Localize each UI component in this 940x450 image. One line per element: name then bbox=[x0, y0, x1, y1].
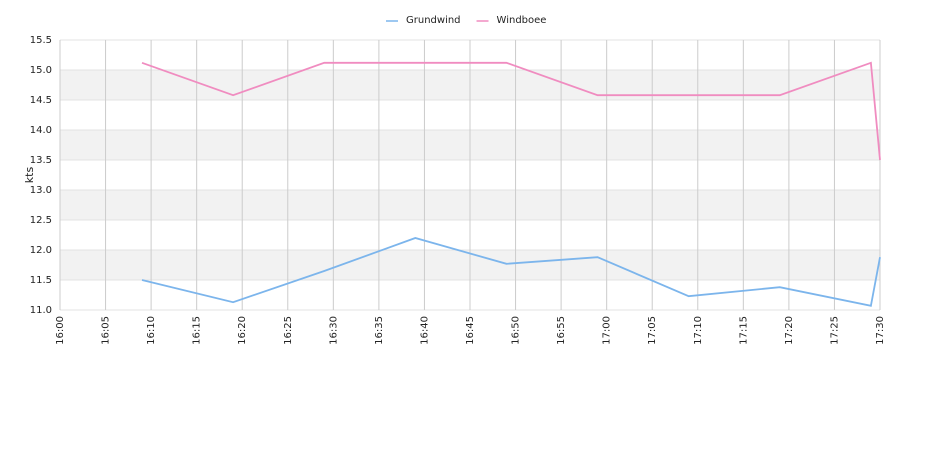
x-tick-label: 16:15 bbox=[192, 316, 203, 345]
x-tick-label: 16:05 bbox=[101, 316, 112, 345]
x-tick-label: 16:00 bbox=[55, 316, 66, 345]
x-tick-label: 16:10 bbox=[146, 316, 157, 345]
series-line bbox=[141, 237, 881, 307]
x-tick-label: 16:40 bbox=[419, 316, 430, 345]
y-tick-label: 12.0 bbox=[30, 245, 52, 256]
x-tick-label: 17:05 bbox=[647, 316, 658, 345]
x-tick-label: 16:35 bbox=[374, 316, 385, 345]
y-tick-label: 15.5 bbox=[30, 35, 52, 46]
y-tick-label: 11.5 bbox=[30, 275, 52, 286]
x-tick-label: 17:00 bbox=[602, 316, 613, 345]
x-tick-label: 16:20 bbox=[237, 316, 248, 345]
y-tick-label: 13.0 bbox=[30, 185, 52, 196]
x-tick-label: 16:55 bbox=[556, 316, 567, 345]
x-tick-label: 17:20 bbox=[784, 316, 795, 345]
y-tick-label: 15.0 bbox=[30, 65, 52, 76]
x-tick-label: 16:50 bbox=[511, 316, 522, 345]
x-tick-label: 17:10 bbox=[693, 316, 704, 345]
x-tick-label: 17:25 bbox=[829, 316, 840, 345]
y-axis-label: kts bbox=[23, 167, 36, 184]
legend-label: Windboee bbox=[497, 15, 547, 26]
y-tick-label: 12.5 bbox=[30, 215, 52, 226]
y-tick-label: 13.5 bbox=[30, 155, 52, 166]
x-tick-label: 16:45 bbox=[465, 316, 476, 345]
x-tick-label: 16:25 bbox=[283, 316, 294, 345]
x-tick-label: 17:30 bbox=[875, 316, 886, 345]
x-tick-label: 17:15 bbox=[738, 316, 749, 345]
y-tick-label: 14.5 bbox=[30, 95, 52, 106]
x-tick-label: 16:30 bbox=[328, 316, 339, 345]
legend-label: Grundwind bbox=[406, 15, 461, 26]
series-line bbox=[141, 61, 881, 161]
y-tick-label: 11.0 bbox=[30, 305, 52, 316]
y-tick-label: 14.0 bbox=[30, 125, 52, 136]
